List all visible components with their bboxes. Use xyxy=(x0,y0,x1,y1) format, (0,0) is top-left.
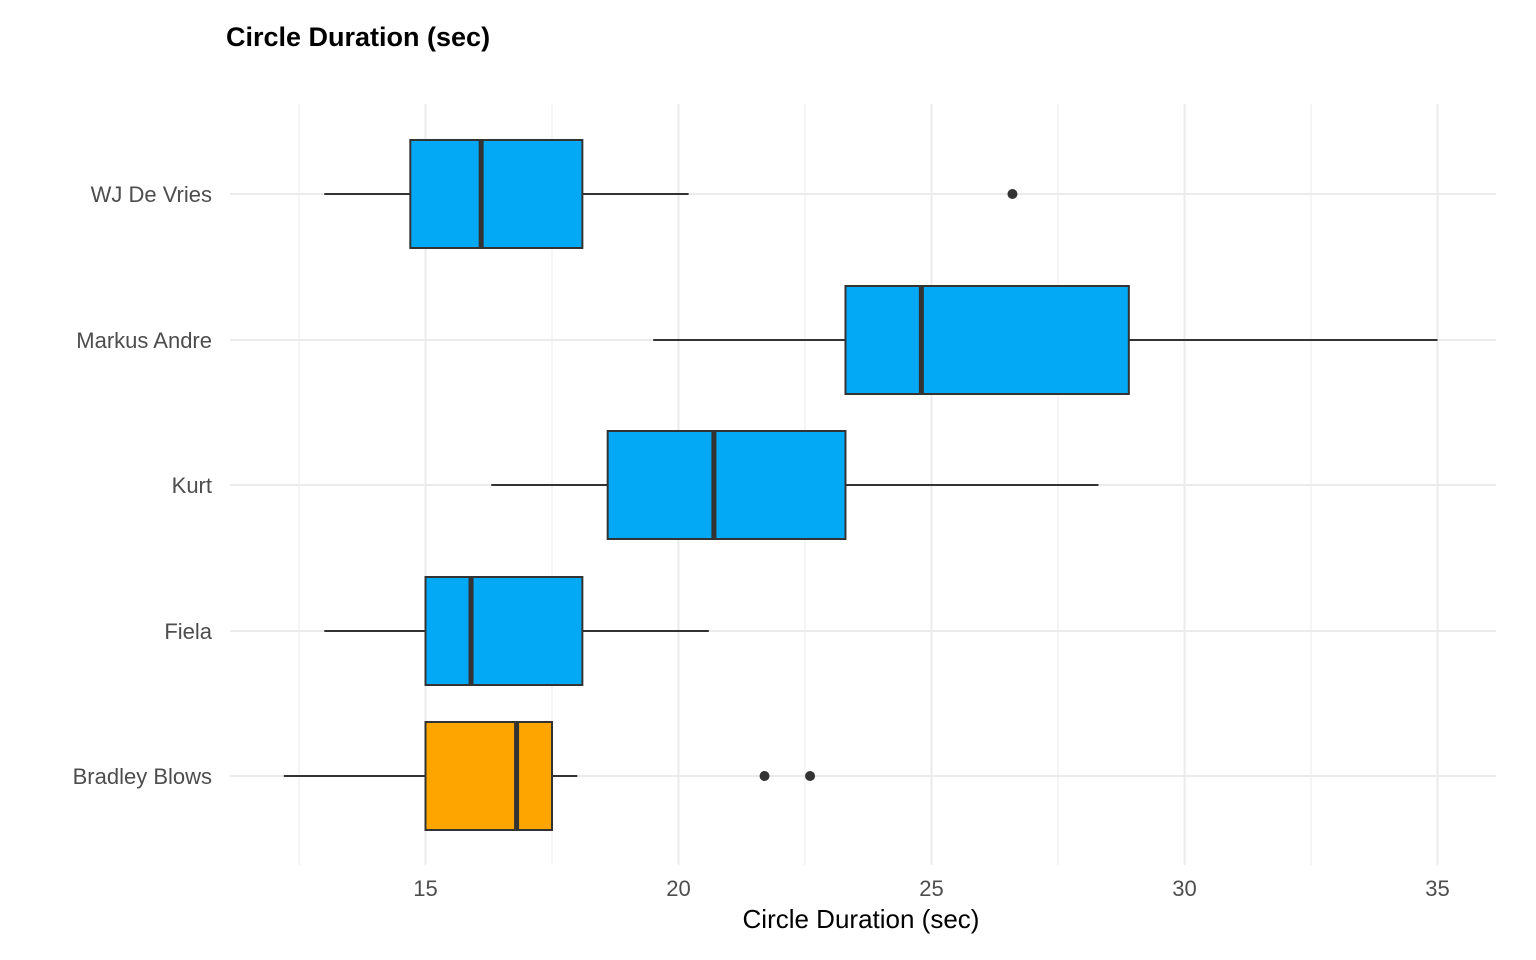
x-axis-tick-labels: 15 20 25 30 35 xyxy=(413,876,1449,901)
y-tick-label: Bradley Blows xyxy=(73,764,212,789)
box-iqr xyxy=(424,576,584,686)
boxplot-series xyxy=(283,139,1438,831)
outlier-point xyxy=(805,771,816,781)
x-tick-label: 25 xyxy=(919,876,943,901)
y-tick-label: WJ De Vries xyxy=(91,182,212,207)
outlier-point xyxy=(1007,189,1018,199)
box-bradley-blows xyxy=(283,721,816,831)
x-tick-label: 15 xyxy=(413,876,437,901)
box-markus-andre xyxy=(653,285,1438,395)
y-tick-label: Kurt xyxy=(172,473,212,498)
y-tick-label: Markus Andre xyxy=(76,328,212,353)
box-fiela xyxy=(324,576,709,686)
box-iqr xyxy=(424,721,553,831)
box-iqr xyxy=(409,139,584,249)
x-axis-label: Circle Duration (sec) xyxy=(743,904,980,934)
outlier-point xyxy=(759,771,770,781)
x-tick-label: 35 xyxy=(1425,876,1449,901)
chart-title: Circle Duration (sec) xyxy=(226,22,491,52)
box-iqr xyxy=(606,430,847,540)
box-iqr xyxy=(844,285,1130,395)
box-wj-de-vries xyxy=(324,139,1018,249)
y-axis-tick-labels: Bradley Blows Fiela Kurt Markus Andre WJ De … xyxy=(73,182,213,789)
x-tick-label: 20 xyxy=(666,876,690,901)
y-tick-label: Fiela xyxy=(164,619,212,644)
x-tick-label: 30 xyxy=(1172,876,1196,901)
box-kurt xyxy=(491,430,1099,540)
